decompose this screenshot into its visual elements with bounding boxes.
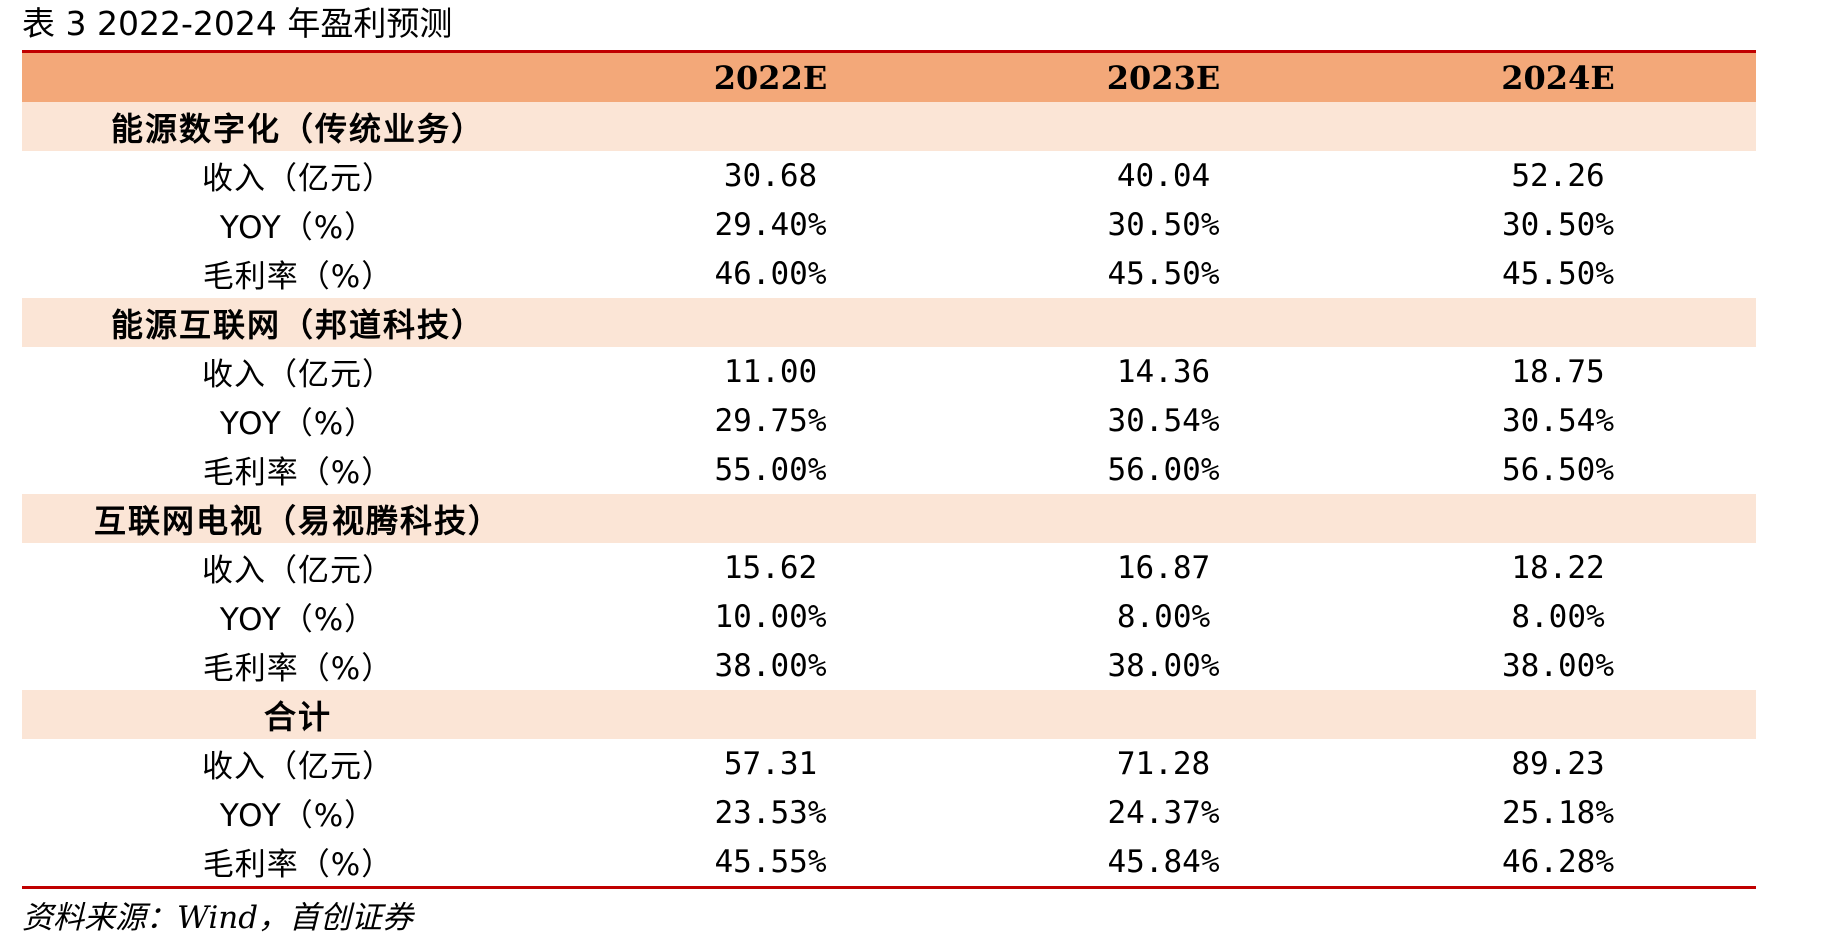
table-row: YOY（%） 10.00% 8.00% 8.00% (22, 592, 1756, 641)
value-cell: 18.75 (1511, 353, 1605, 390)
header-cell-2022e: 2022E (574, 53, 967, 102)
value-cell: 16.87 (1116, 549, 1211, 586)
row-label: 毛利率（%） (202, 259, 394, 295)
table-row: 收入（亿元） 11.00 14.36 18.75 (22, 347, 1756, 396)
value-cell: 40.04 (1116, 157, 1211, 194)
value-cell: 46.00% (714, 255, 827, 292)
row-label: 收入（亿元） (202, 749, 394, 785)
row-label: YOY（%） (219, 602, 377, 638)
value-cell: 30.68 (723, 157, 818, 194)
value-cell: 8.00% (1511, 598, 1605, 635)
section-row-total: 合计 (22, 690, 1756, 739)
forecast-table: 2022E 2023E 2024E 能源数字化（传统业务） 收入（亿元） 30.… (22, 53, 1756, 886)
value-cell: 46.28% (1502, 843, 1614, 880)
header-cell-label (22, 53, 574, 102)
value-cell: 29.40% (714, 206, 827, 243)
section-row-internet-tv: 互联网电视（易视腾科技） (22, 494, 1756, 543)
section-name: 能源互联网（邦道科技） (22, 298, 574, 347)
value-cell: 10.00% (714, 598, 827, 635)
section-name: 合计 (22, 690, 574, 739)
row-label: YOY（%） (219, 210, 377, 246)
table-row: 收入（亿元） 30.68 40.04 52.26 (22, 151, 1756, 200)
row-label: 收入（亿元） (202, 161, 394, 197)
value-cell: 38.00% (1107, 647, 1220, 684)
value-cell: 29.75% (714, 402, 827, 439)
value-cell: 38.00% (714, 647, 827, 684)
value-cell: 30.50% (1502, 206, 1614, 243)
section-name: 能源数字化（传统业务） (22, 102, 574, 151)
table-row: YOY（%） 29.40% 30.50% 30.50% (22, 200, 1756, 249)
table-row: 毛利率（%） 46.00% 45.50% 45.50% (22, 249, 1756, 298)
table-row: 毛利率（%） 38.00% 38.00% 38.00% (22, 641, 1756, 690)
table-row: YOY（%） 23.53% 24.37% 25.18% (22, 788, 1756, 837)
value-cell: 25.18% (1502, 794, 1614, 831)
top-rule (22, 50, 1756, 53)
value-cell: 45.50% (1107, 255, 1220, 292)
value-cell: 57.31 (723, 745, 818, 782)
bottom-rule (22, 886, 1756, 889)
table-title: 表 3 2022-2024 年盈利预测 (22, 4, 453, 43)
value-cell: 89.23 (1511, 745, 1605, 782)
value-cell: 14.36 (1116, 353, 1211, 390)
value-cell: 55.00% (714, 451, 827, 488)
row-label: 毛利率（%） (202, 847, 394, 883)
value-cell: 11.00 (723, 353, 818, 390)
header-cell-2024e: 2024E (1360, 53, 1756, 102)
value-cell: 30.50% (1107, 206, 1220, 243)
header-cell-2023e: 2023E (967, 53, 1360, 102)
value-cell: 45.84% (1107, 843, 1220, 880)
value-cell: 24.37% (1107, 794, 1220, 831)
value-cell: 45.55% (714, 843, 827, 880)
forecast-table-container: 2022E 2023E 2024E 能源数字化（传统业务） 收入（亿元） 30.… (22, 50, 1756, 889)
value-cell: 52.26 (1511, 157, 1605, 194)
section-name: 互联网电视（易视腾科技） (22, 494, 574, 543)
row-label: 毛利率（%） (202, 455, 394, 491)
table-row: YOY（%） 29.75% 30.54% 30.54% (22, 396, 1756, 445)
section-row-energy-internet: 能源互联网（邦道科技） (22, 298, 1756, 347)
row-label: YOY（%） (219, 798, 377, 834)
table-row: 收入（亿元） 15.62 16.87 18.22 (22, 543, 1756, 592)
value-cell: 8.00% (1116, 598, 1211, 635)
row-label: 收入（亿元） (202, 357, 394, 393)
row-label: 收入（亿元） (202, 553, 394, 589)
header-row: 2022E 2023E 2024E (22, 53, 1756, 102)
value-cell: 38.00% (1502, 647, 1614, 684)
value-cell: 23.53% (714, 794, 827, 831)
source-note: 资料来源：Wind，首创证券 (22, 900, 414, 936)
value-cell: 56.00% (1107, 451, 1220, 488)
row-label: 毛利率（%） (202, 651, 394, 687)
value-cell: 71.28 (1116, 745, 1211, 782)
row-label: YOY（%） (219, 406, 377, 442)
table-row: 毛利率（%） 55.00% 56.00% 56.50% (22, 445, 1756, 494)
section-row-energy-digitalization: 能源数字化（传统业务） (22, 102, 1756, 151)
value-cell: 45.50% (1502, 255, 1614, 292)
value-cell: 56.50% (1502, 451, 1614, 488)
table-row: 收入（亿元） 57.31 71.28 89.23 (22, 739, 1756, 788)
value-cell: 15.62 (723, 549, 818, 586)
value-cell: 30.54% (1502, 402, 1614, 439)
table-row: 毛利率（%） 45.55% 45.84% 46.28% (22, 837, 1756, 886)
value-cell: 30.54% (1107, 402, 1220, 439)
value-cell: 18.22 (1511, 549, 1605, 586)
